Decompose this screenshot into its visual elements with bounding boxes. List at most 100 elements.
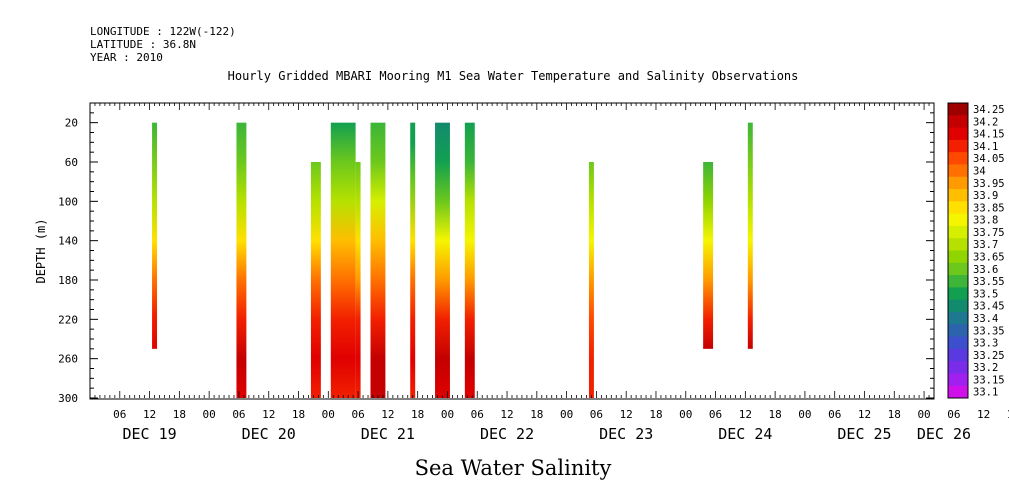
colorbar-swatch (948, 103, 968, 116)
colorbar-swatch (948, 201, 968, 215)
x-tick-label: 18 (888, 408, 901, 421)
colorbar-label: 33.1 (973, 387, 998, 399)
x-day-label: DEC 25 (837, 425, 891, 443)
y-axis-label: DEPTH (m) (34, 218, 48, 283)
salinity-profile (330, 122, 356, 399)
colorbar-swatch (948, 152, 968, 165)
colorbar-legend: 34.2534.234.1534.134.053433.9533.933.853… (947, 102, 1005, 399)
x-tick-label: 06 (351, 408, 364, 421)
salinity-profile (236, 122, 247, 399)
plot-frame (89, 102, 935, 400)
x-tick-label: 12 (262, 408, 275, 421)
colorbar-label: 33.2 (973, 362, 998, 374)
colorbar-swatch (948, 299, 968, 313)
x-tick-label: 12 (620, 408, 633, 421)
colorbar-swatch (948, 250, 968, 264)
colorbar-label: 33.3 (973, 338, 998, 350)
y-tick-label: 300 (58, 392, 78, 405)
chart-title: Hourly Gridded MBARI Mooring M1 Sea Wate… (228, 69, 799, 83)
x-tick-label: 18 (1007, 408, 1009, 421)
y-tick-label: 180 (58, 274, 78, 287)
x-tick-label: 06 (828, 408, 841, 421)
colorbar-swatch (948, 127, 968, 141)
x-tick-label: 12 (143, 408, 156, 421)
year-label: YEAR : 2010 (90, 51, 163, 64)
variable-label: Sea Water Salinity (415, 456, 612, 480)
salinity-profile (410, 122, 416, 399)
x-tick-label: 06 (709, 408, 722, 421)
colorbar-label: 34.05 (973, 153, 1005, 165)
x-tick-label: 00 (560, 408, 573, 421)
x-day-label: DEC 24 (718, 425, 772, 443)
colorbar-label: 33.45 (973, 301, 1005, 313)
colorbar-label: 33.85 (973, 202, 1005, 214)
x-tick-label: 12 (739, 408, 752, 421)
y-tick-label: 60 (65, 156, 78, 169)
x-tick-label: 18 (649, 408, 662, 421)
colorbar-label: 33.5 (973, 288, 998, 300)
colorbar-label: 33.9 (973, 190, 998, 202)
colorbar-swatch (948, 275, 968, 288)
salinity-profile (703, 162, 714, 349)
x-day-label: DEC 21 (361, 425, 415, 443)
salinity-profile (310, 162, 321, 398)
x-tick-label: 12 (858, 408, 871, 421)
salinity-profile (355, 162, 361, 398)
colorbar-frame (947, 102, 969, 399)
colorbar-label: 34.2 (973, 116, 998, 128)
colorbar-swatch (948, 189, 968, 202)
colorbar-label: 33.6 (973, 264, 998, 276)
x-day-label: DEC 20 (242, 425, 296, 443)
x-tick-label: 18 (411, 408, 424, 421)
colorbar-swatch (948, 287, 968, 301)
colorbar-swatch (948, 176, 968, 190)
colorbar-swatch (948, 225, 968, 239)
x-tick-label: 06 (590, 408, 603, 421)
x-tick-label: 06 (947, 408, 960, 421)
header-info: LONGITUDE : 122W(-122) LATITUDE : 36.8N … (90, 25, 236, 64)
x-day-label: DEC 26 (917, 425, 971, 443)
x-tick-label: 12 (381, 408, 394, 421)
colorbar-label: 33.65 (973, 252, 1005, 264)
colorbar-label: 33.25 (973, 350, 1005, 362)
salinity-profile (152, 122, 158, 349)
salinity-profile (464, 122, 475, 399)
x-tick-label: 18 (173, 408, 186, 421)
colorbar-swatch (948, 348, 968, 362)
x-tick-label: 06 (113, 408, 126, 421)
colorbar-swatch (948, 373, 968, 387)
colorbar-label: 33.4 (973, 313, 998, 325)
x-day-label: DEC 22 (480, 425, 534, 443)
x-tick-label: 00 (798, 408, 811, 421)
x-axis: 06 12 18 00 06 12 18 00 06 12 18 00 06 12 18 00 06 12 18 00… (89, 103, 1009, 443)
x-tick-label: 18 (530, 408, 543, 421)
x-day-label: DEC 23 (599, 425, 653, 443)
x-tick-label: 00 (203, 408, 216, 421)
colorbar-label: 33.7 (973, 239, 998, 251)
colorbar-label: 33.95 (973, 178, 1005, 190)
y-tick-label: 20 (65, 117, 78, 130)
colorbar-swatch (948, 324, 968, 337)
salinity-profile (435, 122, 450, 399)
x-tick-label: 06 (471, 408, 484, 421)
colorbar-swatch (948, 262, 968, 276)
x-tick-label: 00 (441, 408, 454, 421)
x-tick-label: 12 (977, 408, 990, 421)
colorbar-swatch (948, 139, 968, 153)
colorbar-label: 33.55 (973, 276, 1005, 288)
y-tick-label: 140 (58, 235, 78, 248)
colorbar-label: 33.8 (973, 215, 998, 227)
colorbar-label: 34 (973, 165, 986, 177)
colorbar-label: 33.15 (973, 374, 1005, 386)
x-tick-label: 06 (232, 408, 245, 421)
y-tick-label: 100 (58, 195, 78, 208)
salinity-profile (588, 162, 594, 398)
colorbar-swatch (948, 385, 968, 399)
salinity-profiles (152, 122, 753, 399)
x-tick-label: 00 (917, 408, 930, 421)
x-tick-label: 00 (322, 408, 335, 421)
y-tick-label: 260 (58, 353, 78, 366)
colorbar-label: 34.1 (973, 141, 998, 153)
x-tick-label: 00 (679, 408, 692, 421)
colorbar-swatch (948, 115, 968, 128)
